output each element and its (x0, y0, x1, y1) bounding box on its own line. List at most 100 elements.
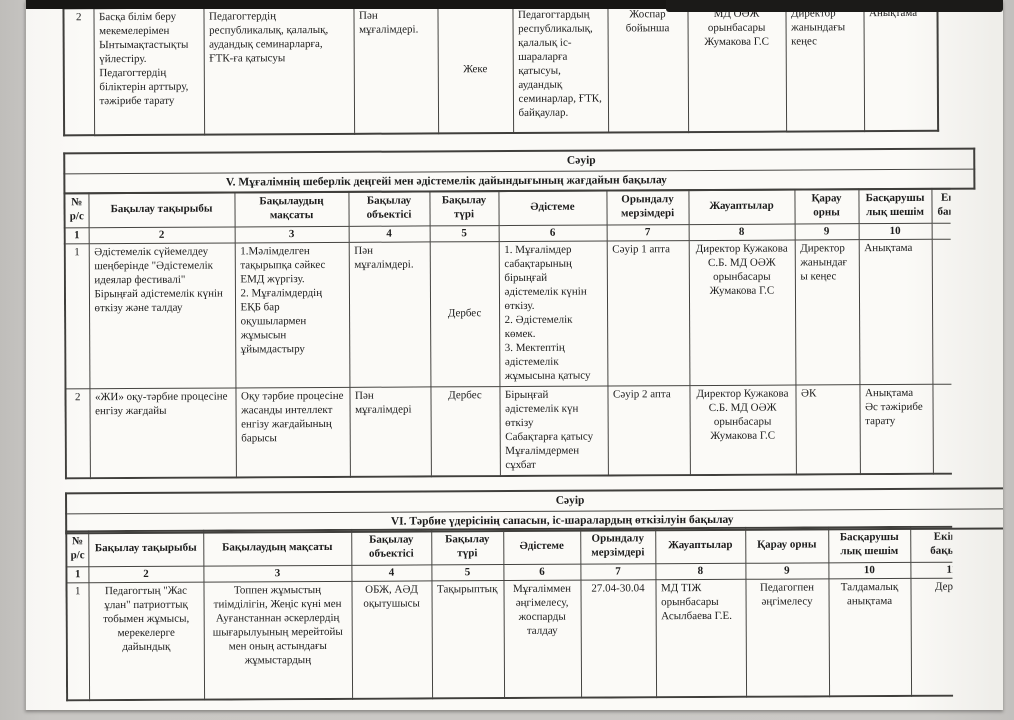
column-header: Бақылау тақырыбы (88, 530, 204, 567)
column-header: Орындалу мерзімдері (580, 528, 656, 564)
table-cell: Сәуір 2 апта (607, 385, 690, 476)
table-cell: Педагогтың "Жас ұлан" патриоттық тобымен… (88, 582, 205, 701)
table-cell: Дербес (430, 386, 500, 477)
section-vi-table-wrap: № р/с Бақылау тақырыбы Бақылаудың мақсат… (65, 525, 954, 702)
table-cell (931, 239, 952, 385)
table-cell: 27.04-30.04 (580, 580, 657, 698)
row-number-cell: 2 (63, 8, 95, 136)
column-number: 3 (234, 225, 349, 244)
section-v-table-wrap: № р/с Бақылау тақырыбы Бақылаудың мақсат… (63, 187, 952, 480)
table-cell: Анықтама (858, 239, 933, 385)
row-number-cell: 1 (66, 583, 90, 701)
column-number: 2 (88, 565, 204, 584)
column-header: Басқарушы лық шешім (828, 526, 911, 563)
column-header: Басқарушы лық шешім (858, 188, 932, 224)
table-continuation-wrap: 2 Басқа білім беру мекемелерімен Ынтымақ… (62, 2, 940, 137)
table-cell: Талдамалық анықтама (828, 578, 912, 697)
table-cell: Педагогпен әңгімелесу (745, 579, 830, 697)
table-cell: Топпен жұмыстың тиімділігін, Жеңіс күні … (203, 581, 353, 700)
column-header: Бақылаудың мақсаты (234, 191, 349, 227)
table-cell: Жоспар бойынша (607, 5, 689, 133)
column-header: Бақылау тақырыбы (88, 192, 235, 228)
table-cell: Директор Кужакова С.Б. МД ОӘЖ орынбасары… (688, 240, 796, 386)
column-number: 6 (503, 563, 581, 582)
column-header: Бақылау объектісі (348, 191, 430, 226)
column-number: 6 (498, 224, 607, 243)
table-cell: МД ТІЖ орынбасары Асылбаева Г.Е. (655, 579, 747, 698)
column-header: Қарау орны (794, 189, 859, 224)
column-number: 9 (745, 562, 829, 580)
column-header: Бақылау объектісі (351, 529, 432, 565)
column-number: 8 (655, 562, 746, 581)
table-cell: 1.Мәлімделген тақырыпқа сәйкес ЕМД жүргі… (234, 242, 350, 389)
page-content: 2 Басқа білім беру мекемелерімен Ынтымақ… (26, 0, 1003, 710)
table-cell: Бірыңғай әдістемелік күн өткізу Сабақтар… (499, 386, 608, 477)
column-number: 9 (794, 223, 859, 241)
table-cell: Педагогтардың республикалық, қалалық іс-… (512, 5, 609, 133)
column-number: 1 (64, 227, 89, 245)
column-header: Бақылау түрі (429, 191, 499, 226)
table-cell: МД ОӘЖ орынбасары Жумакова Г.С (687, 4, 787, 133)
column-number: 7 (580, 563, 656, 581)
column-number: 4 (348, 225, 430, 243)
table-cell: Тақырыптық (431, 581, 505, 699)
column-header: Бақылау түрі (431, 529, 504, 565)
column-number: 5 (429, 225, 499, 243)
column-number: 2 (88, 226, 235, 245)
table-cell: Мұғаліммен әңгімелесу, жоспарды талдау (503, 580, 582, 699)
column-header: Әдістеме (498, 190, 607, 226)
table-cell: Оқу тәрбие процесіне жасанды интеллект е… (235, 387, 350, 478)
header-row: № р/с Бақылау тақырыбы Бақылаудың мақсат… (66, 526, 954, 567)
table-cell: Директор жанындағы кеңес (794, 240, 860, 386)
column-number: 4 (351, 564, 432, 582)
column-number: 7 (606, 224, 689, 242)
table-row: 2 Басқа білім беру мекемелерімен Ынтымақ… (63, 3, 939, 136)
table-cell: Педагогтердің республикалық, қалалық, ау… (203, 6, 355, 135)
table-cell: Әдістемелік сүйемелдеу шеңберінде "Әдіст… (88, 243, 236, 389)
column-header: Жауаптылар (688, 189, 795, 225)
column-number: 3 (203, 564, 352, 583)
column-header: Әдістеме (503, 528, 581, 565)
scan-edge-strip (26, 0, 1003, 9)
table-cell: Анықтама (863, 3, 939, 132)
column-number (931, 222, 952, 240)
table-cell: Директор жанындағы кеңес (785, 4, 865, 132)
column-header: Орындалу мерзімдері (606, 190, 689, 225)
column-header: Жауаптылар (655, 527, 746, 564)
column-header: № р/с (64, 193, 89, 228)
column-number: 1 (66, 566, 89, 584)
table-row: 1 Педагогтың "Жас ұлан" патриоттық тобым… (66, 578, 954, 701)
column-number: 10 (828, 561, 911, 580)
table-cell (932, 384, 952, 474)
column-header: № р/с (66, 531, 89, 567)
document-paper: 2 Басқа білім беру мекемелерімен Ынтымақ… (25, 0, 1003, 710)
table-row: 2 «ЖИ» оқу-тәрбие процесіне енгізу жағда… (65, 384, 952, 479)
row-number-cell: 1 (64, 244, 90, 390)
section-vi-table: № р/с Бақылау тақырыбы Бақылаудың мақсат… (65, 525, 954, 702)
scan-edge-strip (666, 0, 1003, 12)
table-cell: «ЖИ» оқу-тәрбие процесіне енгізу жағдайы (89, 388, 236, 479)
column-header: Екінші бақылау (931, 188, 952, 223)
table-cell: Пән мұғалімдері. (348, 242, 431, 388)
table-cell: Пән мұғалімдері. (353, 6, 439, 134)
table-cell: Жеке (437, 5, 514, 134)
column-number: 10 (858, 222, 932, 241)
table-cell: Пән мұғалімдері (349, 387, 431, 477)
table-continuation: 2 Басқа білім беру мекемелерімен Ынтымақ… (62, 2, 940, 137)
column-number: 5 (431, 564, 504, 582)
table-cell: Дербес (910, 578, 954, 696)
table-cell: 1. Мұғалімдер сабақтарының бірыңғай әдіс… (498, 241, 608, 387)
table-cell: Басқа білім беру мекемелерімен Ынтымақта… (93, 7, 205, 136)
section-v-table: № р/с Бақылау тақырыбы Бақылаудың мақсат… (63, 187, 952, 480)
header-row: № р/с Бақылау тақырыбы Бақылаудың мақсат… (64, 188, 952, 228)
column-number: 11 (910, 561, 954, 579)
column-number: 8 (688, 223, 795, 242)
table-cell: Дербес (429, 242, 500, 388)
column-header: Екінші бақылау (910, 526, 954, 562)
column-header: Бақылаудың мақсаты (203, 529, 352, 566)
row-number-cell: 2 (65, 388, 90, 479)
table-cell: ӘК (795, 384, 860, 475)
table-cell: ОБЖ, АӘД оқытушысы (351, 581, 433, 699)
table-cell: Сәуір 1 апта (606, 241, 690, 387)
